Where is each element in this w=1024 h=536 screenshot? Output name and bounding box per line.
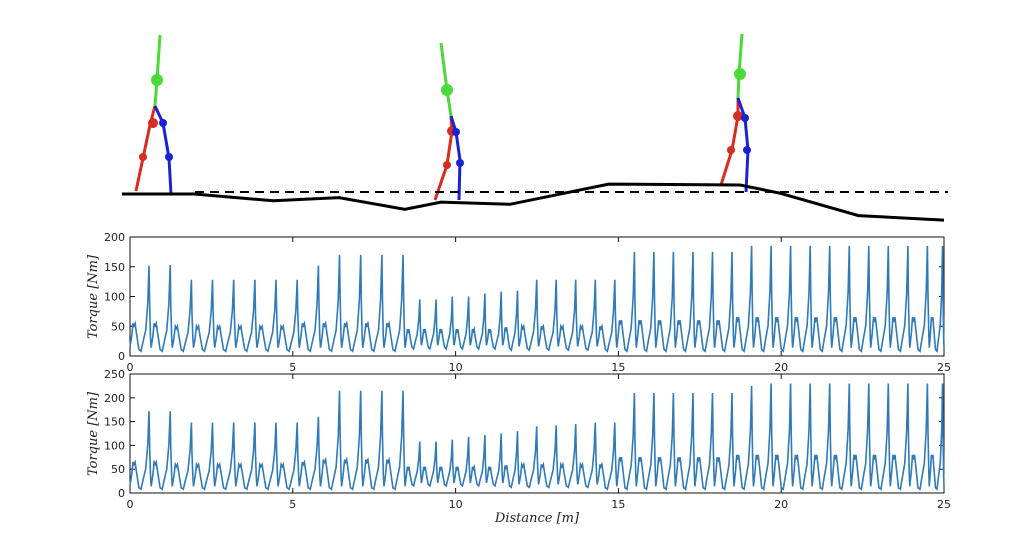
y-axis-label: Torque [Nm] [86, 254, 101, 339]
plot-frame [129, 373, 945, 494]
x-tick-label: 0 [127, 498, 134, 511]
walker-leg-right [153, 105, 173, 195]
walker-ankle-left [139, 153, 147, 161]
x-axis-ticks: 0 5 10 15 20 25 [127, 374, 951, 511]
y-tick-label: 200 [104, 231, 125, 244]
y-tick-label: 50 [111, 463, 125, 476]
torque-series-line [129, 245, 945, 354]
walker-leg-left [433, 115, 454, 201]
walker-hip-joint [151, 74, 163, 86]
walker-torso [153, 34, 162, 107]
y-tick-label: 150 [104, 261, 125, 274]
walker-figure [433, 42, 464, 201]
y-tick-label: 100 [104, 439, 125, 452]
walker-hip-joint [441, 84, 453, 96]
walker-knee-right [452, 128, 460, 136]
walker-ankle-right [743, 146, 751, 154]
x-tick-label: 25 [937, 361, 951, 374]
walker-ankle-left [443, 161, 451, 169]
walker-leg-left [719, 98, 740, 186]
x-tick-label: 10 [449, 361, 463, 374]
walker-knee-left [733, 111, 743, 121]
walker-torso [736, 33, 744, 99]
terrain-profile-line [122, 182, 945, 222]
x-tick-label: 0 [127, 361, 134, 374]
y-axis-label: Torque [Nm] [86, 391, 101, 476]
y-tick-label: 0 [118, 350, 125, 363]
walker-leg-right [736, 97, 750, 193]
walker-illustration [134, 33, 751, 201]
walker-ankle-right [165, 153, 173, 161]
x-tick-label: 20 [774, 498, 788, 511]
torque-series-line [129, 383, 945, 491]
x-axis-ticks: 0 5 10 15 20 25 [127, 237, 951, 374]
x-tick-label: 20 [774, 361, 788, 374]
x-tick-label: 10 [449, 498, 463, 511]
x-tick-label: 5 [289, 498, 296, 511]
x-tick-label: 25 [937, 498, 951, 511]
y-tick-label: 250 [104, 368, 125, 381]
y-tick-label: 50 [111, 320, 125, 333]
walker-figure [134, 34, 173, 195]
walker-ankle-left [727, 146, 735, 154]
x-tick-label: 15 [611, 498, 625, 511]
torque-chart-lower: 0 50 100 150 200 250 0 5 10 15 20 25 Torque [Nm] D… [86, 368, 951, 526]
terrain [122, 182, 948, 222]
y-axis-ticks: 0 50 100 150 200 [104, 231, 944, 363]
x-axis-label: Distance [m] [494, 511, 580, 526]
walker-ankle-right [456, 159, 464, 167]
walker-hip-joint [734, 68, 746, 80]
y-tick-label: 100 [104, 291, 125, 304]
walker-figure [719, 33, 751, 193]
x-tick-label: 5 [289, 361, 296, 374]
walker-torso [439, 42, 453, 117]
walker-leg-right [449, 115, 462, 201]
walker-leg-left [134, 105, 157, 192]
walker-knee-left [148, 118, 158, 128]
y-tick-label: 200 [104, 392, 125, 405]
y-axis-ticks: 0 50 100 150 200 250 [104, 368, 944, 500]
y-tick-label: 150 [104, 416, 125, 429]
torque-chart-upper: 0 50 100 150 200 0 5 10 15 20 25 Torque [Nm] [86, 231, 951, 374]
walker-knee-right [741, 114, 749, 122]
y-tick-label: 0 [118, 487, 125, 500]
x-tick-label: 15 [611, 361, 625, 374]
walker-knee-right [159, 119, 167, 127]
